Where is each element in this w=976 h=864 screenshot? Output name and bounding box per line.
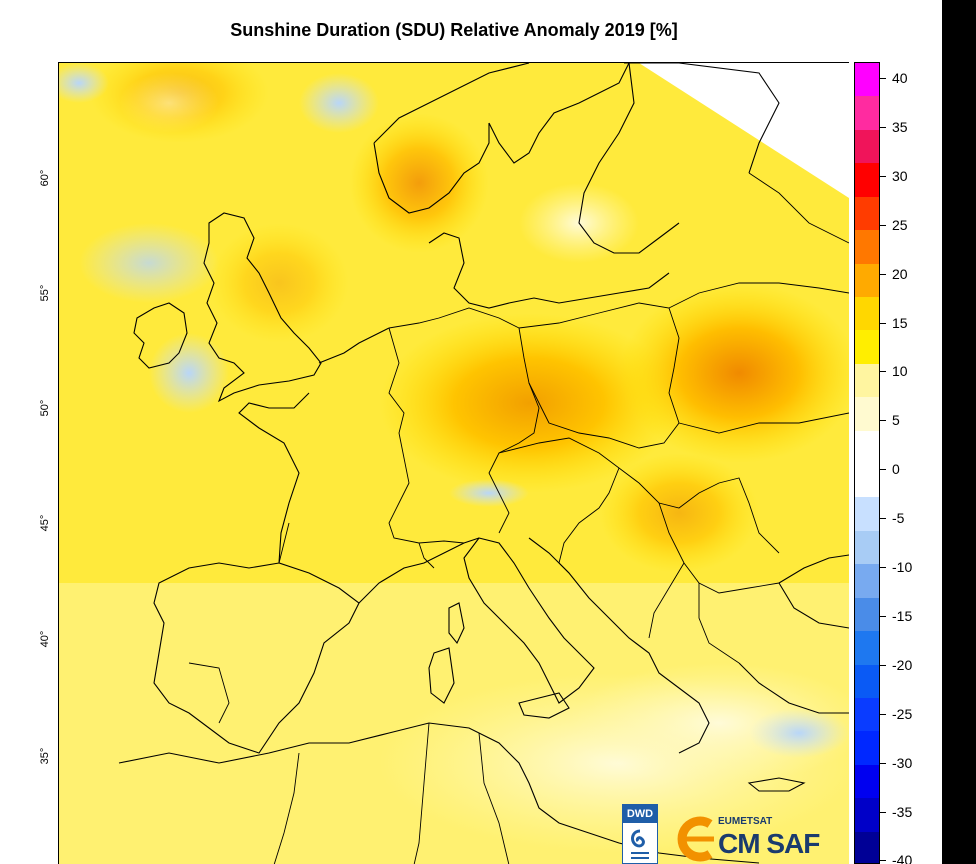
colorbar-tick-label: -30 <box>892 754 913 771</box>
colorbar-segment <box>855 831 879 863</box>
colorbar-tick-label: -20 <box>892 656 913 673</box>
out-of-domain <box>639 63 849 198</box>
anomaly-map <box>58 62 849 864</box>
colorbar-segment <box>855 430 879 465</box>
negative-anomaly-region <box>59 63 109 103</box>
colorbar-segment <box>855 263 879 298</box>
colorbar-tick-label: -40 <box>892 852 913 864</box>
map-canvas <box>59 63 849 864</box>
high-anomaly-region <box>619 283 849 463</box>
colorbar-tick <box>880 420 886 422</box>
colorbar-tick-label: 35 <box>892 118 908 135</box>
colorbar-tick-label: 25 <box>892 216 908 233</box>
colorbar-tick <box>880 762 886 764</box>
latitude-label: 55° <box>39 284 51 302</box>
colorbar-tick-label: 10 <box>892 363 908 380</box>
colorbar <box>854 62 880 864</box>
logos: DWD EUMETSAT CM SAF <box>622 802 842 864</box>
high-anomaly-region <box>209 223 349 343</box>
colorbar-tick <box>880 469 886 471</box>
latitude-label: 40° <box>39 630 51 648</box>
colorbar-segment <box>855 96 879 131</box>
high-anomaly-region <box>349 113 489 253</box>
cmsaf-sun-icon <box>677 816 714 862</box>
colorbar-segment <box>855 196 879 232</box>
colorbar-segment <box>855 798 879 833</box>
colorbar-tick <box>880 175 886 177</box>
colorbar-tick-label: 40 <box>892 70 908 86</box>
colorbar-tick <box>880 811 886 813</box>
colorbar-tick-label: 0 <box>892 461 900 478</box>
negative-anomaly-region <box>749 708 849 758</box>
dwd-logo: DWD <box>622 804 658 864</box>
colorbar-segment <box>855 330 879 365</box>
latitude-label: 35° <box>39 747 51 765</box>
colorbar-tick-label: 15 <box>892 314 908 331</box>
colorbar-segment <box>855 697 879 733</box>
colorbar-tick <box>880 322 886 324</box>
colorbar-tick <box>880 273 886 275</box>
colorbar-tick <box>880 371 886 373</box>
colorbar-segment <box>855 363 879 399</box>
colorbar-tick <box>880 126 886 128</box>
negative-anomaly-region <box>149 333 229 413</box>
colorbar-segment <box>855 664 879 699</box>
negative-anomaly-region <box>299 73 379 133</box>
colorbar-segment <box>855 397 879 432</box>
colorbar-tick-label: -25 <box>892 705 913 722</box>
dwd-swirl-icon <box>631 829 649 859</box>
colorbar-tick-label: 5 <box>892 412 900 429</box>
latitude-label: 50° <box>39 399 51 417</box>
colorbar-segment <box>855 764 879 800</box>
colorbar-segment <box>855 464 879 499</box>
colorbar-segment <box>855 63 879 98</box>
dwd-logo-text: DWD <box>623 805 657 823</box>
colorbar-tick <box>880 713 886 715</box>
colorbar-tick <box>880 615 886 617</box>
latitude-label: 60° <box>39 169 51 187</box>
colorbar-segment <box>855 497 879 532</box>
colorbar-segment <box>855 597 879 633</box>
cmsaf-logo-text: CM SAF <box>718 828 820 859</box>
colorbar-tick-label: -35 <box>892 803 913 820</box>
colorbar-tick <box>880 567 886 568</box>
colorbar-segment <box>855 230 879 265</box>
colorbar-segment <box>855 129 879 165</box>
negative-anomaly-region <box>449 479 529 507</box>
colorbar-tick <box>880 518 886 520</box>
colorbar-tick-label: -5 <box>892 510 905 527</box>
country-borders <box>188 172 849 864</box>
colorbar-tick <box>880 664 886 666</box>
colorbar-segment <box>855 631 879 666</box>
pale-region <box>119 73 219 133</box>
colorbar-tick <box>880 78 886 79</box>
colorbar-segment <box>855 296 879 332</box>
colorbar-tick-label: -15 <box>892 607 913 624</box>
colorbar-segment <box>855 163 879 198</box>
colorbar-tick-label: 30 <box>892 167 908 184</box>
colorbar-tick <box>880 224 886 226</box>
colorbar-tick-label: 20 <box>892 265 908 282</box>
negative-anomaly-region <box>79 223 219 303</box>
colorbar-tick <box>880 860 886 862</box>
colorbar-segment <box>855 731 879 766</box>
figure: Sunshine Duration (SDU) Relative Anomaly… <box>0 0 942 864</box>
latitude-label: 45° <box>39 514 51 532</box>
high-anomaly-region <box>379 313 679 493</box>
eumetsat-logo-text: EUMETSAT <box>718 816 773 827</box>
colorbar-segment <box>855 530 879 566</box>
chart-title: Sunshine Duration (SDU) Relative Anomaly… <box>230 20 678 40</box>
colorbar-tick-label: -10 <box>892 559 913 575</box>
colorbar-segment <box>855 564 879 599</box>
